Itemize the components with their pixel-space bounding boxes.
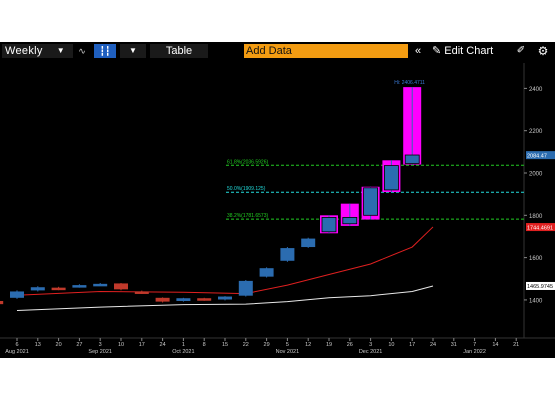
- fib-level-label: 38.2%(1781.6573): [227, 213, 268, 219]
- candle-body[interactable]: [197, 298, 212, 301]
- y-tick-label: 2400: [529, 87, 543, 93]
- dropdown-caret-icon: ▼: [56, 46, 65, 55]
- draw-button[interactable]: ✐: [514, 44, 528, 58]
- x-month-label: Sep 2021: [88, 349, 112, 355]
- candle-body[interactable]: [218, 296, 232, 300]
- candle-body[interactable]: [10, 291, 24, 298]
- high-label: Hi: 2406.4711: [394, 80, 425, 86]
- rewind-icon: «: [414, 45, 422, 57]
- x-tick-label: 17: [409, 342, 415, 348]
- moving-average-line: [16, 226, 434, 296]
- x-tick-label: 6: [15, 342, 18, 348]
- add-data-input[interactable]: Add Data: [244, 44, 408, 58]
- x-month-label: Aug 2021: [5, 349, 29, 355]
- candle-body[interactable]: [238, 280, 253, 296]
- candle-body[interactable]: [30, 287, 45, 291]
- x-tick-label: 31: [451, 342, 457, 348]
- candle-body[interactable]: [176, 298, 191, 301]
- x-tick-label: 17: [139, 342, 145, 348]
- price-tag: [526, 223, 555, 232]
- chart-window: Weekly ▼ ∿ ┇┇ ▼ Table Add Data « ✎ Edit …: [0, 42, 555, 358]
- table-tab[interactable]: Table: [150, 44, 208, 58]
- x-tick-label: 29: [264, 342, 270, 348]
- y-tick-label: 2000: [529, 172, 543, 178]
- candle-body[interactable]: [301, 238, 316, 248]
- price-tag-label: 1744.4691: [527, 225, 553, 231]
- candle-body[interactable]: [51, 287, 66, 291]
- candle-body[interactable]: [321, 217, 337, 233]
- x-tick-label: 3: [99, 342, 102, 348]
- candlestick-button[interactable]: ┇┇: [94, 44, 116, 58]
- draw-icon: ✐: [516, 45, 526, 56]
- candlestick-icon: ┇┇: [99, 46, 111, 56]
- chart-toolbar: Weekly ▼ ∿ ┇┇ ▼ Table Add Data « ✎ Edit …: [0, 42, 555, 59]
- candle-body[interactable]: [259, 268, 274, 277]
- x-tick-label: 7: [473, 342, 476, 348]
- moving-average-line: [16, 285, 434, 311]
- candle-body[interactable]: [134, 291, 149, 294]
- x-tick-label: 22: [243, 342, 249, 348]
- x-tick-label: 21: [513, 342, 519, 348]
- x-tick-label: 20: [56, 342, 62, 348]
- candle-body[interactable]: [0, 300, 4, 305]
- chart-type-dropdown[interactable]: ▼: [120, 44, 146, 58]
- x-tick-label: 8: [203, 342, 206, 348]
- candle-body[interactable]: [155, 297, 170, 302]
- pencil-icon: ✎: [432, 45, 442, 57]
- x-tick-label: 12: [305, 342, 311, 348]
- settings-button[interactable]: ⚙: [535, 44, 551, 58]
- fib-level-label: 50.0%(1909.125): [227, 186, 266, 192]
- candle-body[interactable]: [404, 154, 420, 164]
- fib-level-label: 61.8%(2036.5926): [227, 159, 268, 165]
- x-tick-label: 15: [222, 342, 228, 348]
- x-month-label: Jan 2022: [463, 349, 486, 355]
- x-tick-label: 1: [182, 342, 185, 348]
- price-tag: [526, 151, 555, 160]
- y-tick-label: 1600: [529, 256, 543, 262]
- chevron-down-icon: ▼: [129, 46, 137, 55]
- rewind-button[interactable]: «: [410, 44, 426, 58]
- x-tick-label: 10: [388, 342, 394, 348]
- y-tick-label: 2200: [529, 129, 543, 135]
- candle-body[interactable]: [72, 285, 87, 288]
- x-tick-label: 10: [118, 342, 124, 348]
- price-tag-label: 1465.9745: [527, 284, 553, 290]
- x-month-label: Dec 2021: [359, 349, 383, 355]
- x-tick-label: 19: [326, 342, 332, 348]
- x-tick-label: 5: [286, 342, 289, 348]
- edit-chart-button[interactable]: ✎ Edit Chart: [432, 44, 510, 58]
- x-tick-label: 24: [160, 342, 166, 348]
- candle-body[interactable]: [383, 165, 399, 191]
- x-tick-label: 27: [76, 342, 82, 348]
- price-tag-label: 2084.47: [527, 153, 547, 159]
- period-dropdown[interactable]: Weekly ▼: [2, 44, 73, 58]
- x-tick-label: 24: [430, 342, 436, 348]
- price-tag: [526, 281, 555, 290]
- candle-body[interactable]: [363, 187, 379, 216]
- add-data-label: Add Data: [246, 45, 292, 57]
- x-tick-label: 26: [347, 342, 353, 348]
- line-chart-icon: ∿: [78, 46, 86, 56]
- x-tick-label: 14: [492, 342, 498, 348]
- x-tick-label: 3: [369, 342, 372, 348]
- line-chart-button[interactable]: ∿: [73, 44, 91, 58]
- gear-icon: ⚙: [537, 44, 549, 58]
- y-tick-label: 1400: [529, 298, 543, 304]
- x-tick-label: 13: [35, 342, 41, 348]
- candle-body[interactable]: [342, 217, 358, 225]
- x-month-label: Nov 2021: [276, 349, 300, 355]
- table-tab-label: Table: [165, 45, 193, 57]
- candle-body[interactable]: [93, 283, 108, 287]
- period-label: Weekly: [5, 45, 43, 57]
- candle-body[interactable]: [114, 283, 128, 290]
- candle-body[interactable]: [280, 248, 295, 261]
- y-tick-label: 1800: [529, 214, 543, 220]
- x-month-label: Oct 2021: [172, 349, 194, 355]
- edit-chart-label: Edit Chart: [444, 45, 494, 57]
